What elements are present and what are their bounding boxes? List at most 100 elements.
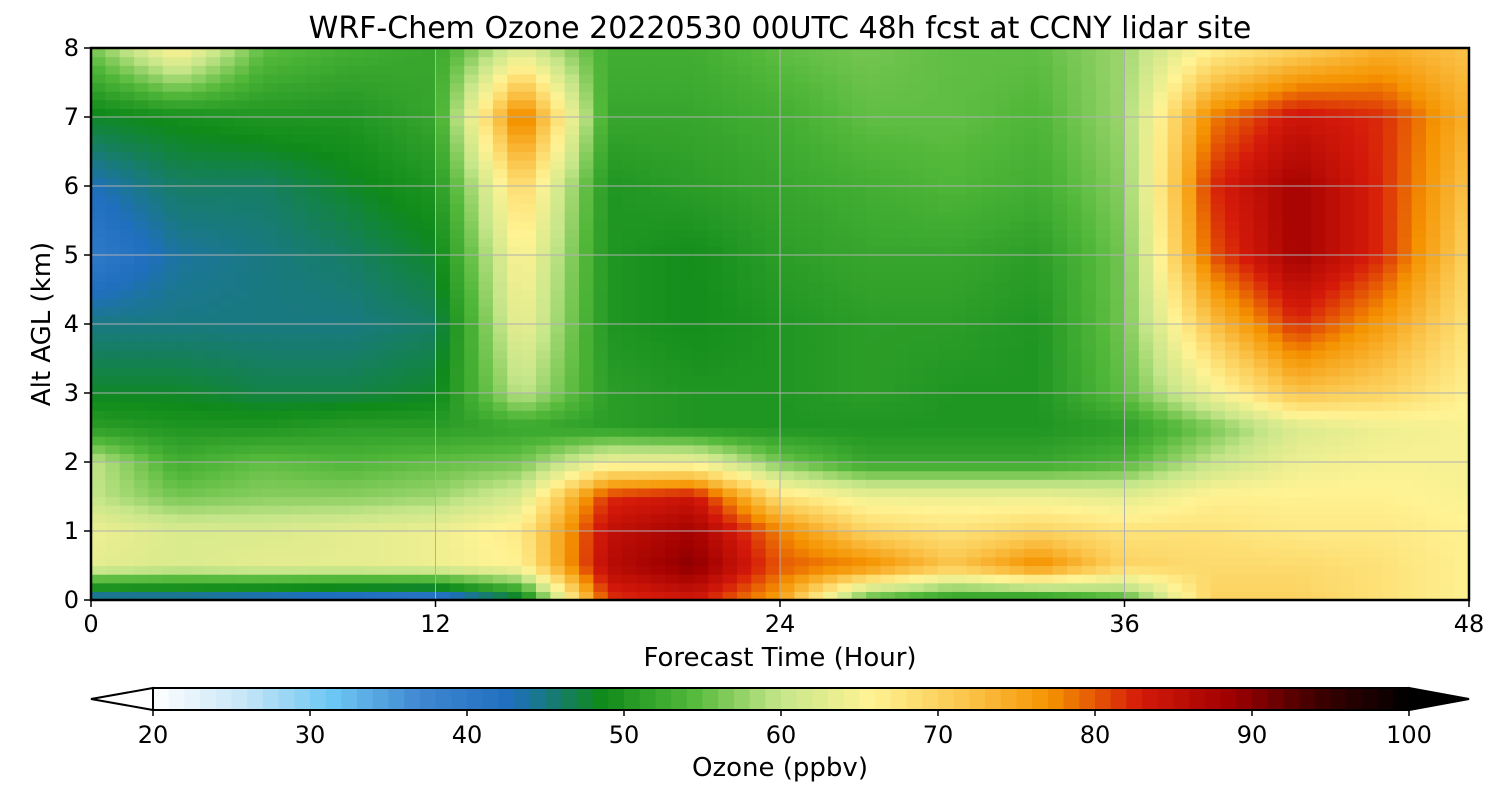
ozone-cell — [320, 453, 336, 463]
ozone-cell — [894, 306, 910, 316]
ozone-cell — [866, 220, 882, 230]
ozone-cell — [564, 367, 580, 377]
ozone-cell — [636, 513, 652, 523]
ozone-cell — [1296, 410, 1312, 420]
ozone-cell — [1311, 220, 1327, 230]
ozone-cell — [1368, 505, 1384, 515]
ozone-cell — [579, 393, 594, 403]
ozone-cell — [263, 272, 279, 282]
ozone-cell — [823, 496, 839, 506]
ozone-cell — [636, 393, 652, 403]
ozone-cell — [751, 263, 767, 273]
ozone-cell — [134, 531, 150, 541]
ozone-cell — [1296, 531, 1312, 541]
ozone-cell — [550, 315, 566, 325]
ozone-cell — [134, 522, 150, 532]
ozone-cell — [191, 410, 207, 420]
ozone-cell — [1052, 556, 1068, 567]
ozone-cell — [535, 315, 551, 325]
ozone-cell — [291, 444, 307, 454]
ozone-cell — [306, 496, 322, 506]
ozone-cell — [579, 574, 594, 584]
ozone-cell — [248, 539, 264, 549]
ozone-cell — [1368, 367, 1384, 377]
ozone-cell — [1268, 246, 1283, 256]
ozone-cell — [148, 367, 164, 377]
ozone-cell — [1425, 168, 1441, 178]
ozone-cell — [794, 582, 810, 592]
ozone-cell — [995, 591, 1011, 600]
ozone-cell — [105, 556, 121, 567]
ozone-cell — [191, 246, 207, 256]
ozone-cell — [421, 462, 437, 472]
ozone-cell — [277, 272, 293, 282]
ozone-cell — [535, 427, 551, 437]
ozone-cell — [277, 194, 293, 204]
ozone-cell — [880, 427, 896, 437]
ozone-cell — [291, 160, 307, 170]
ozone-cell — [263, 556, 279, 567]
ozone-cell — [693, 393, 709, 403]
ozone-cell — [1167, 349, 1183, 360]
ozone-cell — [248, 436, 264, 446]
ozone-cell — [335, 160, 350, 170]
ozone-cell — [1368, 436, 1384, 446]
ozone-cell — [607, 298, 623, 308]
ozone-cell — [248, 280, 264, 291]
ozone-cell — [1296, 470, 1312, 480]
ozone-cell — [134, 418, 150, 429]
ozone-cell — [91, 565, 106, 575]
ozone-cell — [937, 289, 953, 299]
ozone-cell — [162, 427, 178, 437]
ozone-cell — [1153, 237, 1169, 247]
ozone-cell — [1138, 565, 1154, 575]
ozone-cell — [421, 168, 437, 178]
ozone-cell — [1024, 574, 1039, 584]
ozone-cell — [449, 487, 465, 498]
ozone-cell — [105, 496, 121, 506]
ozone-cell — [205, 315, 221, 325]
ozone-cell — [1081, 160, 1097, 170]
ozone-cell — [263, 229, 279, 239]
ozone-cell — [1411, 531, 1427, 541]
ozone-cell — [980, 582, 996, 592]
ozone-cell — [923, 186, 939, 196]
ozone-cell — [837, 513, 853, 523]
ozone-cell — [162, 220, 178, 230]
ozone-cell — [808, 470, 824, 480]
ozone-cell — [751, 384, 767, 394]
ozone-cell — [378, 194, 394, 204]
ozone-cell — [492, 393, 508, 403]
ozone-cell — [1224, 211, 1240, 222]
ozone-cell — [1397, 341, 1413, 351]
ozone-cell — [952, 160, 968, 170]
ozone-cell — [492, 358, 508, 368]
ozone-cell — [306, 565, 322, 575]
ozone-cell — [579, 229, 594, 239]
ozone-cell — [909, 582, 925, 592]
ozone-cell — [1196, 393, 1212, 403]
ozone-cell — [177, 487, 193, 498]
ozone-cell — [248, 315, 264, 325]
ozone-cell — [751, 237, 767, 247]
ozone-cell — [91, 436, 106, 446]
ozone-cell — [306, 237, 322, 247]
ozone-cell — [1440, 367, 1456, 377]
ozone-cell — [1210, 479, 1226, 489]
ozone-cell — [593, 565, 609, 575]
ozone-cell — [923, 513, 939, 523]
ozone-cell — [636, 505, 652, 515]
ozone-cell — [851, 272, 867, 282]
ozone-cell — [894, 401, 910, 411]
ozone-cell — [1181, 591, 1197, 600]
ozone-cell — [421, 496, 437, 506]
ozone-cell — [1210, 393, 1226, 403]
ozone-cell — [392, 539, 408, 549]
ozone-cell — [1095, 513, 1111, 523]
ozone-cell — [105, 194, 121, 204]
ozone-cell — [363, 574, 379, 584]
ozone-cell — [909, 522, 925, 532]
ozone-cell — [952, 229, 968, 239]
ozone-cell — [823, 548, 839, 558]
ozone-field — [91, 48, 1469, 600]
